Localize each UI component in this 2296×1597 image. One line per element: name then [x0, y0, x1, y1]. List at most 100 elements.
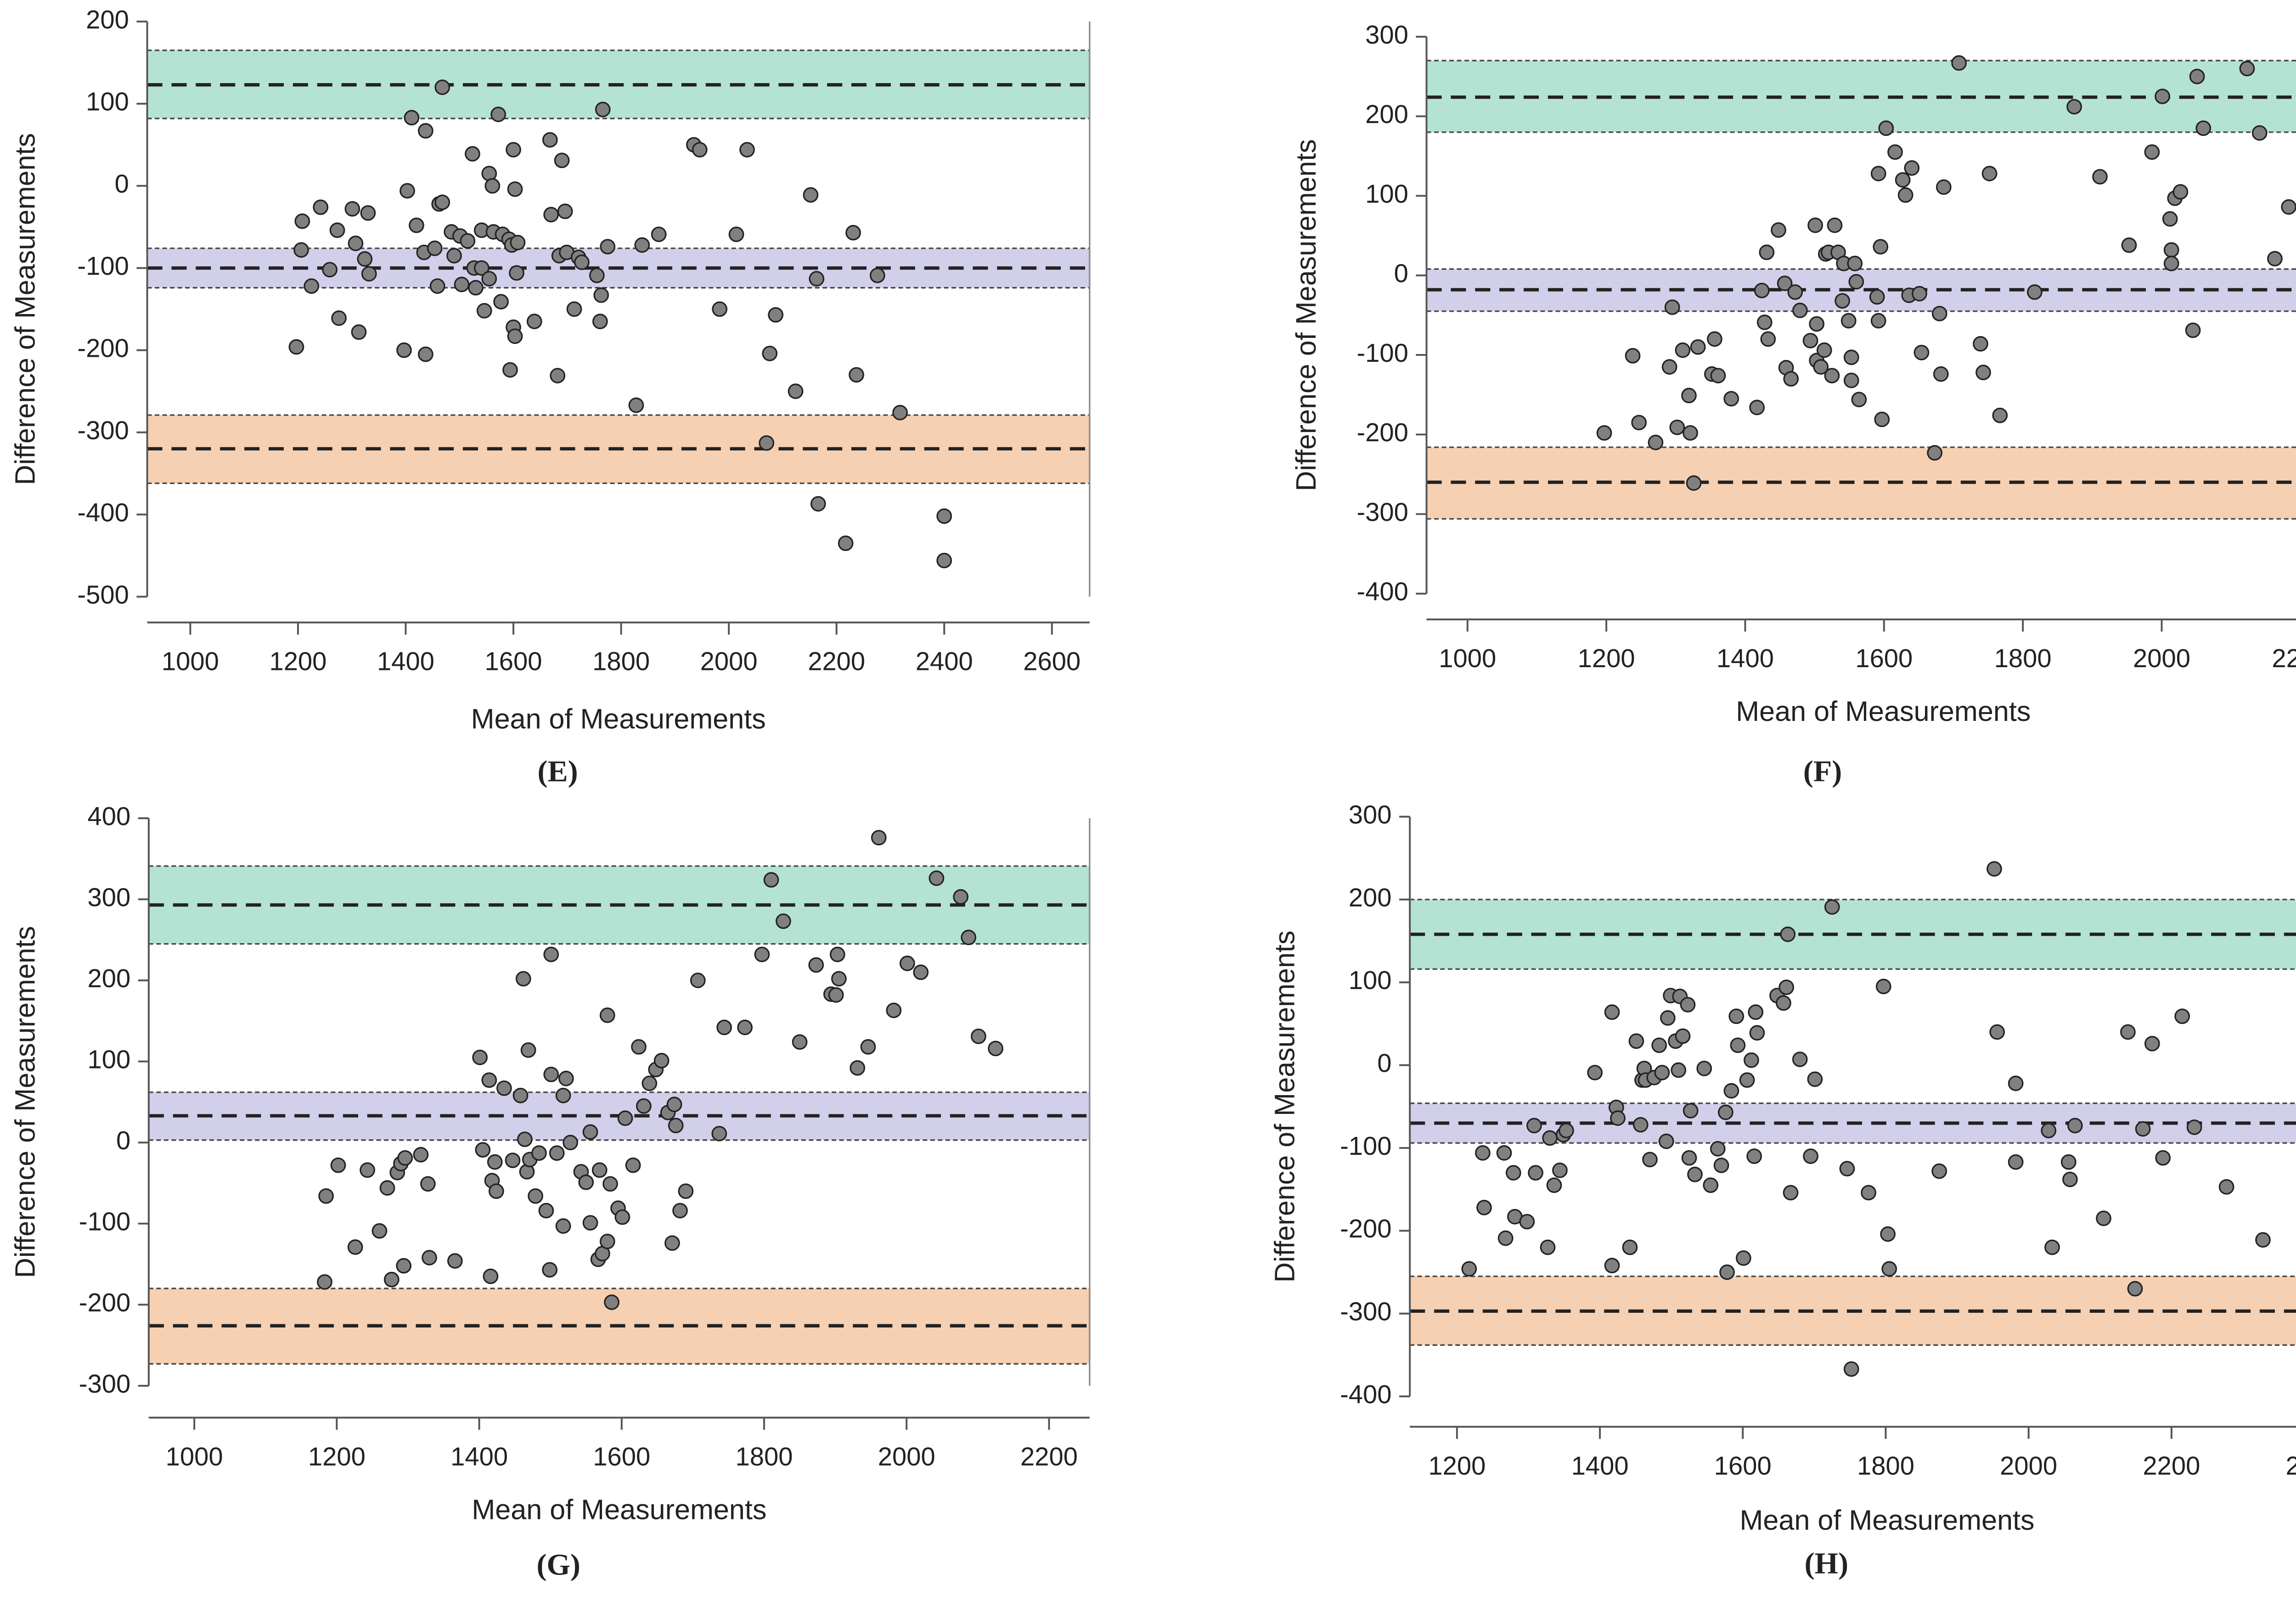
data-point — [1861, 1185, 1876, 1201]
data-point — [563, 1135, 578, 1151]
data-point — [2066, 99, 2082, 115]
data-point — [1669, 419, 1685, 435]
data-point — [578, 1174, 594, 1190]
data-point — [792, 1034, 808, 1050]
data-point — [642, 1075, 658, 1091]
data-point — [2092, 169, 2108, 185]
data-point — [850, 1060, 866, 1076]
data-point — [2189, 68, 2205, 84]
data-point — [1792, 1052, 1808, 1067]
x-tick-label: 2600 — [1023, 647, 1080, 676]
data-point — [554, 152, 570, 169]
data-point — [1723, 1083, 1739, 1099]
data-point — [768, 307, 784, 323]
data-point — [1710, 1141, 1726, 1157]
data-point — [1680, 997, 1696, 1012]
data-point — [971, 1029, 986, 1044]
y-axis-label: Difference of Measurements — [10, 133, 41, 485]
data-point — [1658, 1133, 1674, 1149]
data-point — [759, 435, 775, 451]
data-point — [396, 342, 412, 358]
data-point — [348, 236, 364, 251]
panel-caption: (F) — [1803, 754, 1842, 788]
data-point — [505, 1153, 521, 1168]
data-point — [418, 346, 433, 362]
data-point — [936, 508, 952, 524]
data-point — [599, 1233, 615, 1249]
data-point — [1675, 342, 1691, 358]
data-point — [1783, 371, 1799, 387]
data-point — [913, 964, 929, 980]
data-point — [1748, 1004, 1764, 1020]
x-tick-label: 1400 — [1716, 644, 1774, 673]
data-point — [1880, 1226, 1896, 1242]
data-point — [2155, 1150, 2171, 1166]
data-point — [475, 1142, 491, 1158]
data-point — [1803, 1148, 1818, 1164]
data-point — [1873, 239, 1889, 255]
data-point — [2195, 120, 2212, 136]
data-point — [357, 251, 373, 267]
data-point — [2239, 61, 2255, 77]
data-point — [2281, 199, 2296, 215]
data-point — [849, 367, 864, 383]
data-point — [1913, 344, 1930, 360]
data-point — [1587, 1065, 1603, 1080]
y-tick-label: 200 — [87, 964, 130, 993]
x-tick-label: 2000 — [2133, 644, 2190, 673]
data-point — [593, 287, 609, 303]
data-point — [1771, 222, 1786, 238]
data-point — [351, 324, 367, 340]
data-point — [1707, 331, 1722, 347]
data-point — [2163, 242, 2179, 258]
data-point — [2096, 1210, 2111, 1226]
data-point — [1739, 1072, 1755, 1088]
data-point — [810, 496, 826, 512]
data-point — [803, 187, 819, 203]
data-point — [961, 929, 977, 945]
data-point — [574, 254, 590, 270]
data-point — [490, 107, 506, 122]
data-point — [617, 1110, 633, 1126]
data-point — [360, 205, 376, 221]
data-point — [591, 1162, 608, 1178]
data-point — [1730, 1037, 1746, 1053]
data-point — [330, 1157, 346, 1173]
data-point — [595, 101, 611, 118]
data-point — [434, 79, 450, 95]
data-point — [2174, 1008, 2190, 1024]
y-tick-label: -300 — [1356, 497, 1408, 526]
data-point — [2172, 184, 2189, 200]
x-axis-label: Mean of Measurements — [1740, 1505, 2035, 1536]
data-point — [526, 314, 542, 329]
data-point — [711, 1125, 727, 1142]
data-point — [1874, 411, 1890, 427]
data-point — [651, 226, 667, 242]
y-axis-label: Difference of Measurements — [10, 926, 41, 1278]
data-point — [828, 987, 844, 1003]
x-tick-label: 2400 — [916, 647, 973, 676]
data-point — [488, 1183, 504, 1199]
data-point — [1870, 166, 1886, 181]
data-point — [418, 123, 433, 139]
x-tick-label: 1800 — [592, 647, 650, 676]
data-point — [531, 1145, 547, 1161]
data-point — [344, 201, 360, 217]
data-point — [331, 310, 347, 326]
data-point — [1807, 1071, 1823, 1087]
data-point — [1631, 415, 1647, 431]
data-point — [1671, 1062, 1687, 1078]
data-point — [762, 345, 778, 361]
data-point — [543, 1067, 559, 1082]
data-point — [1847, 255, 1863, 271]
data-point — [371, 1223, 388, 1239]
data-point — [1686, 475, 1702, 491]
data-point — [808, 957, 824, 973]
data-point — [383, 1271, 400, 1288]
data-point — [838, 535, 854, 551]
data-point — [1735, 1250, 1751, 1266]
data-point — [1933, 366, 1949, 382]
data-point — [1843, 1361, 1859, 1377]
data-point — [1975, 365, 1991, 381]
